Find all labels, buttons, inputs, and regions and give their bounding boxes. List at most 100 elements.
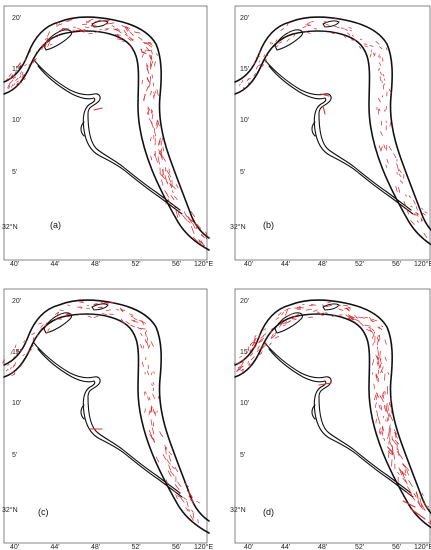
velocity-vector (185, 507, 189, 512)
velocity-vector (416, 212, 419, 215)
lat-tick-label: 15' (12, 66, 21, 73)
velocity-vector (20, 71, 22, 75)
velocity-vector (358, 45, 362, 49)
velocity-vectors (2, 301, 200, 524)
velocity-vector (247, 365, 251, 368)
lon-tick-label: 44' (51, 261, 60, 268)
velocity-vector (164, 190, 168, 195)
velocity-vector (386, 409, 390, 417)
velocity-vector (81, 29, 86, 31)
velocity-vector (397, 166, 399, 172)
velocity-vector (10, 366, 12, 370)
velocity-vector (293, 33, 296, 37)
velocity-vector (14, 344, 17, 349)
velocity-vector (27, 349, 33, 352)
velocity-vector (44, 324, 48, 327)
velocity-vector (192, 223, 196, 229)
velocity-vector (45, 331, 49, 334)
velocity-vector (144, 408, 146, 413)
velocity-vector (377, 338, 379, 346)
velocity-vector (274, 45, 279, 48)
velocity-vector (186, 500, 189, 508)
velocity-vector (402, 464, 407, 469)
axis-tick-labels: 20' 15' 10' 5' 32°N 40' 44' 48' 52' 56' 120°E 20' 15… (2, 15, 431, 550)
velocity-vector (174, 466, 179, 472)
velocity-vector (192, 512, 195, 519)
velocity-vector (163, 157, 166, 162)
velocity-vector (386, 158, 389, 164)
velocity-vector (146, 64, 149, 72)
velocity-vector (348, 317, 351, 320)
velocity-vector (125, 321, 130, 325)
velocity-vector (384, 373, 386, 381)
velocity-vector (274, 332, 277, 335)
velocity-vector (282, 324, 286, 327)
velocity-vector (197, 519, 199, 524)
velocity-vector (274, 335, 280, 339)
velocity-vector (344, 28, 348, 31)
velocity-vector (13, 83, 16, 86)
lon-tick-label: 56' (172, 261, 181, 268)
panel-label: (d) (263, 507, 274, 517)
velocity-vector (280, 27, 284, 31)
velocity-vector (319, 312, 325, 315)
velocity-vector (54, 311, 59, 315)
velocity-vector (296, 306, 301, 309)
velocity-vector (144, 391, 147, 394)
velocity-vector (354, 321, 357, 324)
velocity-vector (279, 322, 282, 328)
velocity-vector (397, 448, 400, 456)
velocity-vector (415, 491, 419, 500)
velocity-vector (386, 417, 389, 422)
velocity-vector (39, 328, 43, 332)
velocity-vector (152, 393, 156, 399)
velocity-vector (183, 211, 187, 217)
velocity-vector (284, 307, 291, 311)
velocity-vector (305, 308, 313, 311)
velocity-vector (345, 314, 351, 319)
velocity-vector (270, 327, 273, 331)
velocity-vector (150, 155, 153, 161)
velocity-vector (169, 467, 172, 471)
velocity-vector (378, 326, 383, 331)
velocity-vector (378, 97, 381, 103)
velocity-vector (377, 334, 379, 340)
velocity-vector (421, 492, 424, 496)
velocity-vector (286, 38, 290, 42)
lon-tick-label: 52' (132, 261, 141, 268)
velocity-vector (146, 63, 149, 68)
velocity-vector (23, 58, 27, 62)
velocity-vector (383, 437, 386, 441)
velocity-vector (382, 426, 385, 432)
panel-b: (b) (234, 5, 431, 261)
velocity-vector (146, 85, 149, 92)
velocity-vector (150, 64, 152, 70)
lat-tick-label: 32°N (2, 223, 18, 231)
velocity-vector (149, 90, 153, 96)
velocity-vector (264, 58, 267, 63)
velocity-vector (375, 41, 380, 45)
velocity-vector (166, 169, 172, 178)
velocity-vector (152, 427, 155, 435)
velocity-vector (380, 325, 384, 327)
panel-frame (234, 288, 431, 544)
velocity-vector (43, 44, 47, 48)
velocity-vector (247, 360, 249, 364)
velocity-vector (371, 318, 378, 322)
lat-tick-label: 10' (12, 400, 21, 407)
velocity-vector (23, 340, 26, 343)
velocity-vector (140, 344, 143, 349)
velocity-vector (152, 382, 155, 385)
velocity-vector (280, 321, 283, 324)
velocity-vector (129, 31, 134, 36)
velocity-vector (410, 220, 415, 225)
velocity-vector (378, 108, 381, 112)
velocity-vector (374, 402, 377, 408)
velocity-vector (11, 372, 14, 375)
velocity-vector (171, 466, 175, 469)
velocity-vector (32, 336, 35, 341)
velocity-vector (375, 373, 379, 378)
velocity-vector (388, 88, 392, 94)
velocity-vector (150, 54, 152, 61)
velocity-vector (165, 479, 169, 486)
